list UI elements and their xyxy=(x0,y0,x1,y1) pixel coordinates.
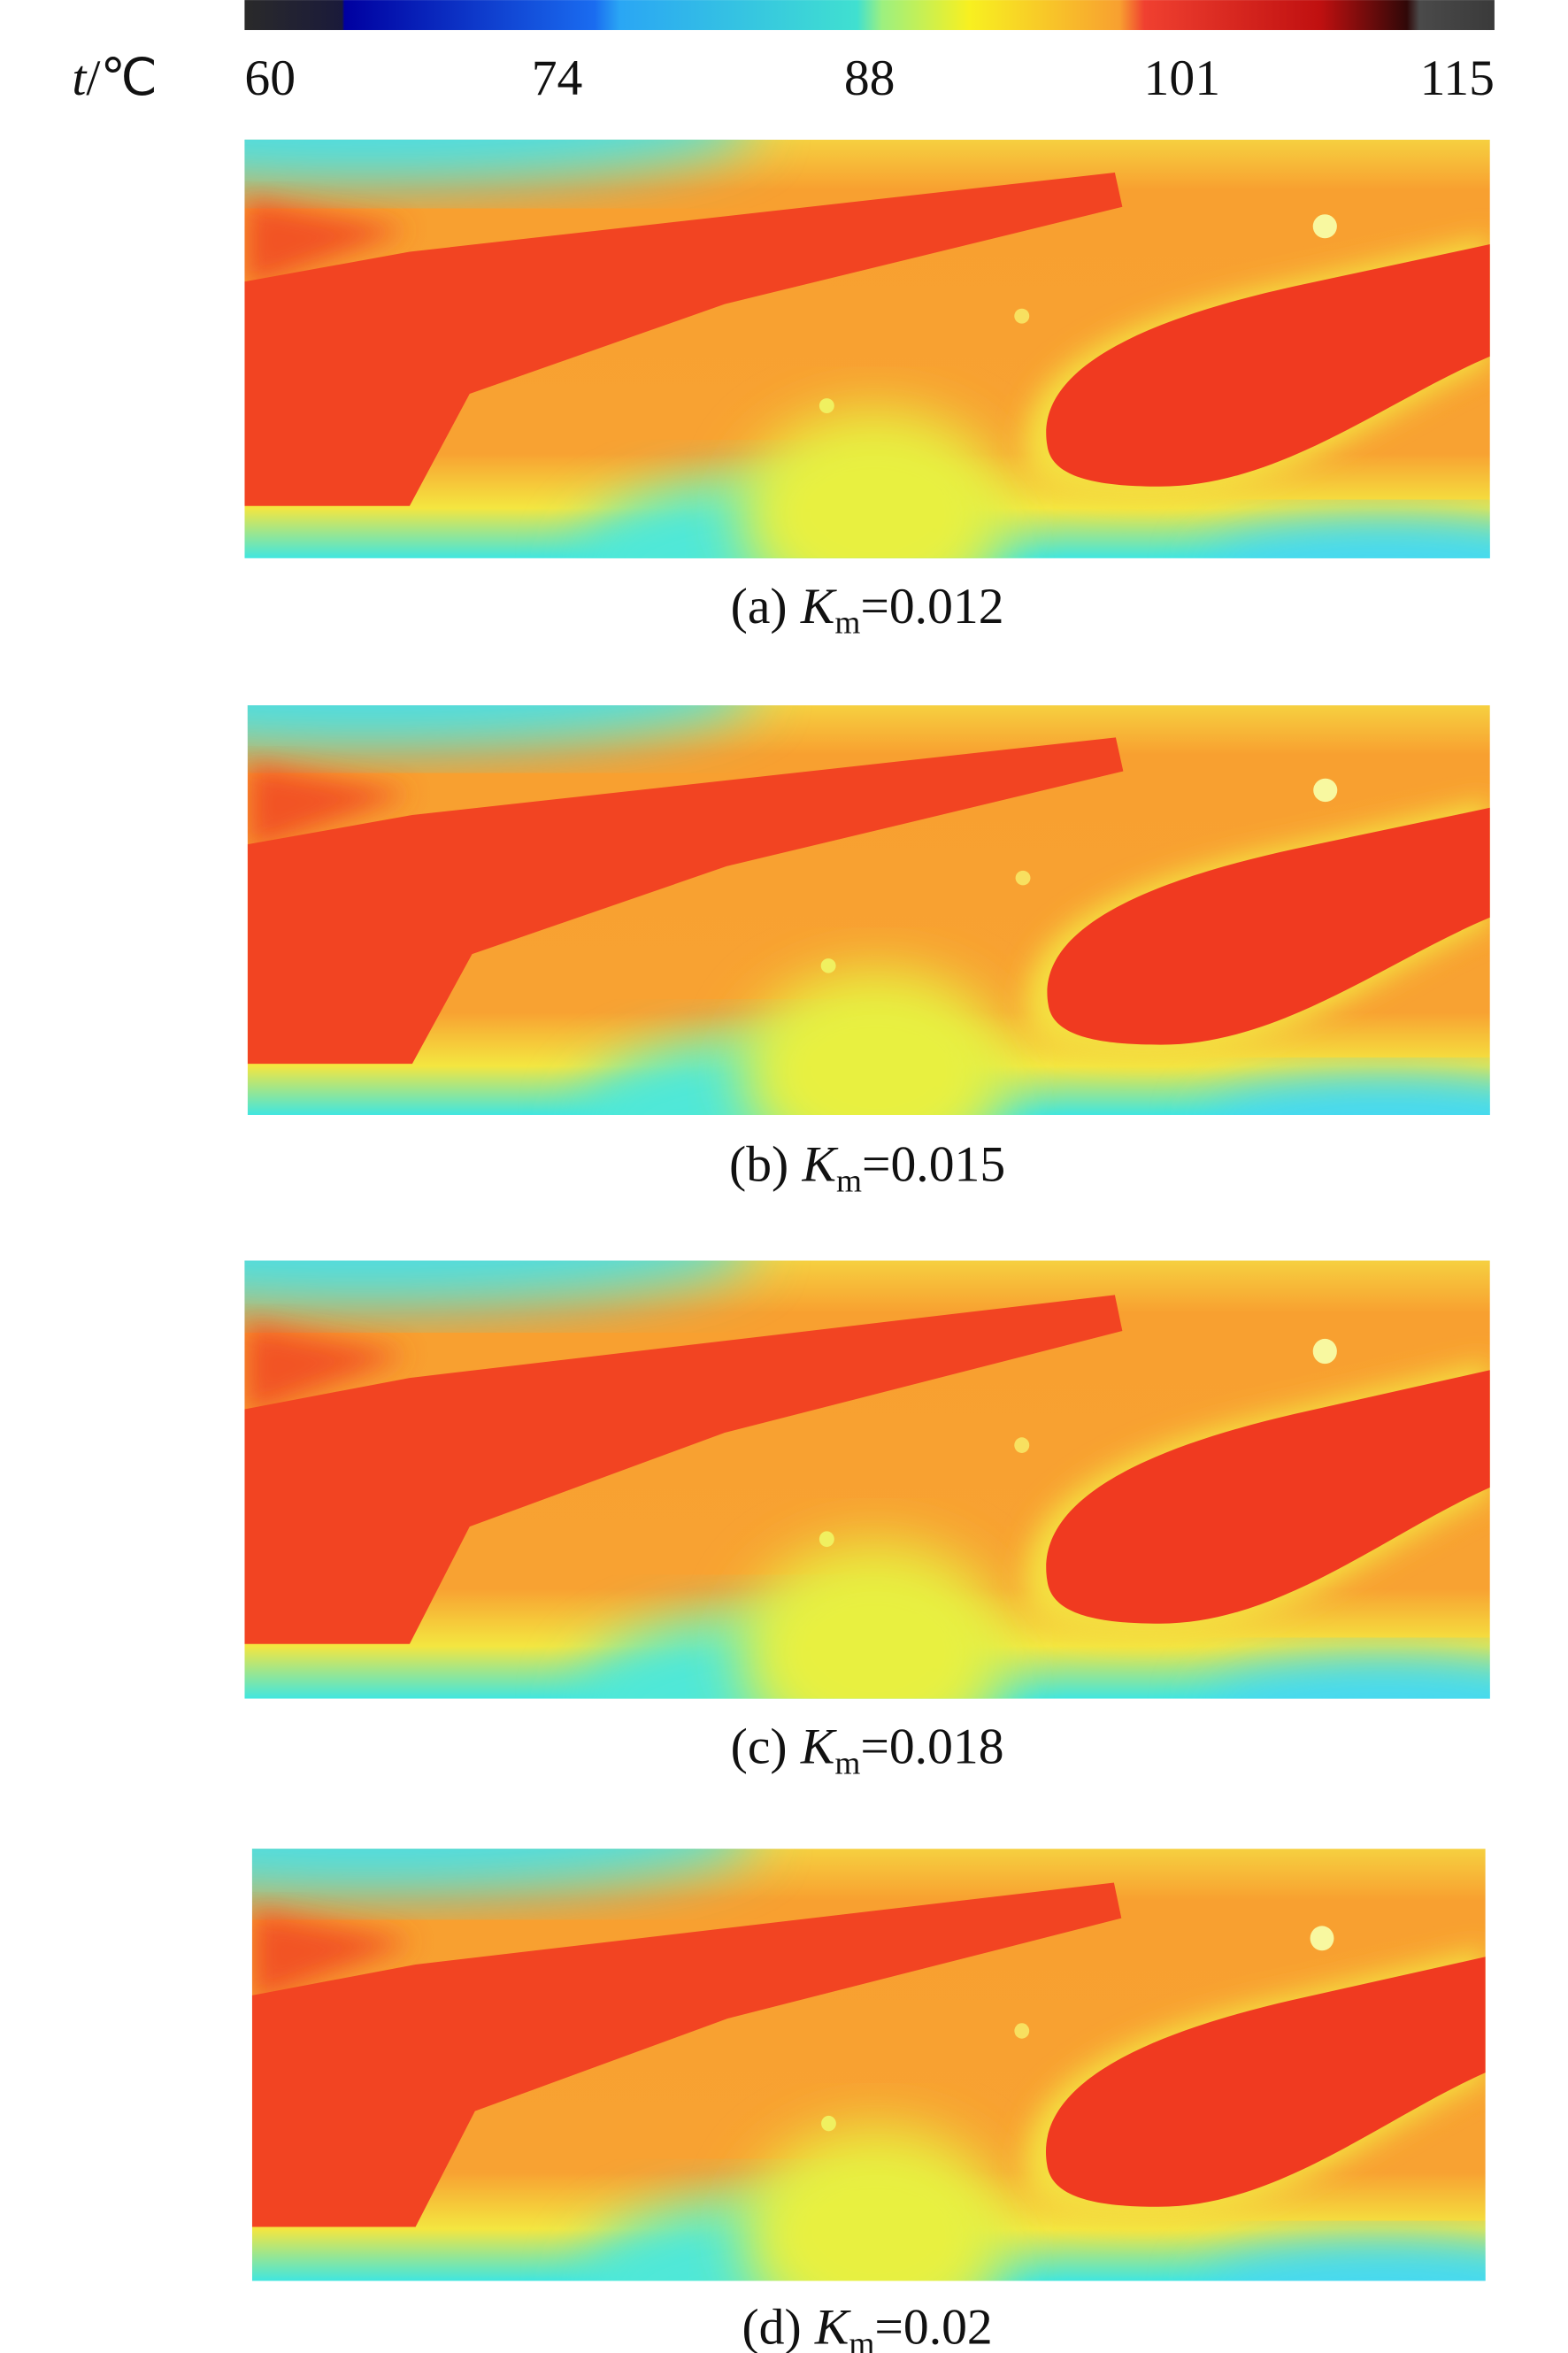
caption-label: (a) xyxy=(731,579,788,634)
panel-caption: (c) Km=0.018 xyxy=(731,1719,1004,1782)
caption-symbol: K xyxy=(814,2300,851,2353)
panel-caption: (d) Km=0.02 xyxy=(742,2300,992,2353)
colorbar-label: t/℃ xyxy=(72,50,158,106)
colorbar-tick-label: 74 xyxy=(532,50,583,106)
colorbar-tick-label: 60 xyxy=(244,50,296,106)
panel-caption: (a) Km=0.012 xyxy=(731,579,1004,642)
caption-subscript: m xyxy=(836,1163,862,1199)
colorbar-tick-label: 88 xyxy=(844,50,895,106)
caption-label: (d) xyxy=(742,2300,801,2353)
panel-caption: (b) Km=0.015 xyxy=(729,1137,1005,1200)
caption-label: (c) xyxy=(731,1719,788,1775)
caption-symbol: K xyxy=(802,1137,839,1193)
caption-subscript: m xyxy=(834,1745,860,1781)
caption-value: =0.018 xyxy=(860,1719,1003,1775)
caption-value: =0.012 xyxy=(860,579,1003,634)
thermal-image xyxy=(0,1182,1565,1801)
caption-subscript: m xyxy=(834,605,860,642)
caption-label: (b) xyxy=(729,1137,788,1193)
colorbar-tick-label: 101 xyxy=(1144,50,1220,106)
caption-subscript: m xyxy=(849,2326,874,2353)
thermal-image xyxy=(0,65,1565,655)
caption-symbol: K xyxy=(800,579,837,634)
colorbar-tick-label: 115 xyxy=(1420,50,1495,106)
caption-symbol: K xyxy=(800,1719,837,1775)
thermal-image xyxy=(0,632,1564,1210)
thermal-image xyxy=(0,1772,1560,2353)
caption-value: =0.015 xyxy=(862,1137,1005,1193)
caption-value: =0.02 xyxy=(874,2300,992,2353)
colorbar xyxy=(244,0,1495,30)
